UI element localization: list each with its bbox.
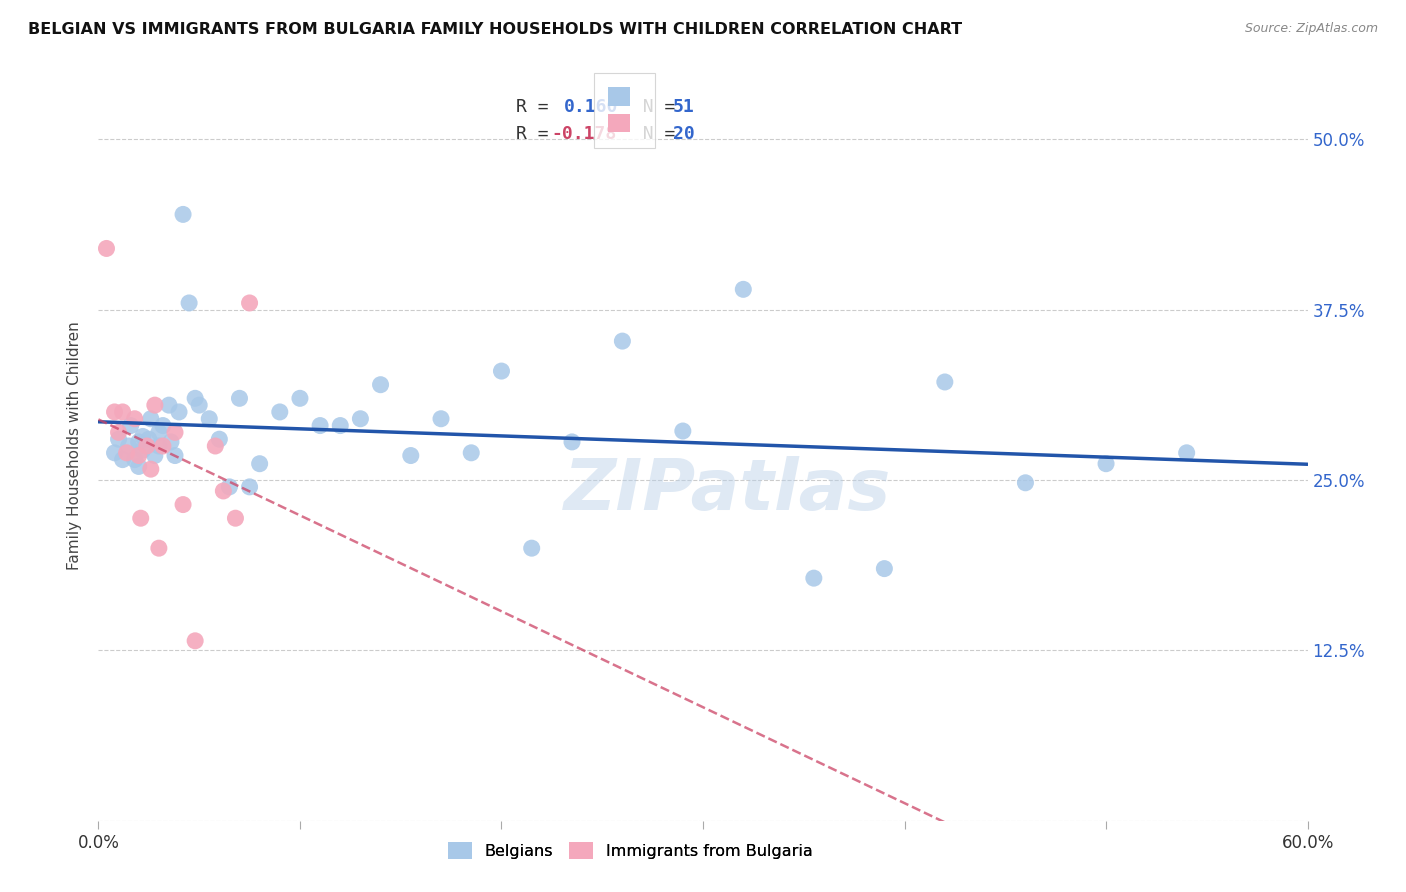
Point [128,449,150,463]
Point [148,439,170,453]
Text: Source: ZipAtlas.com: Source: ZipAtlas.com [1244,22,1378,36]
Point [249,457,271,471]
Point [239,480,262,494]
Point [111,405,134,419]
Point [135,439,157,453]
Point [96,242,118,256]
Point [672,424,695,438]
Point [208,432,231,446]
Point [329,418,352,433]
Text: 0.160: 0.160 [564,97,619,116]
Point [143,449,166,463]
Point [129,511,152,525]
Point [172,207,194,221]
Point [1175,446,1198,460]
Point [349,411,371,425]
Point [139,462,162,476]
Point [132,443,155,458]
Point [803,571,825,585]
Point [139,411,162,425]
Point [128,434,150,449]
Point [612,334,634,348]
Point [152,439,174,453]
Point [143,398,166,412]
Point [1095,457,1118,471]
Point [370,377,392,392]
Point [520,541,543,556]
Point [184,392,207,406]
Point [212,483,235,498]
Legend: Belgians, Immigrants from Bulgaria: Belgians, Immigrants from Bulgaria [441,836,820,865]
Point [124,452,146,467]
Point [167,405,190,419]
Point [934,375,956,389]
Point [224,511,246,525]
Point [103,405,125,419]
Point [152,418,174,433]
Text: N =: N = [621,125,697,144]
Point [163,425,186,440]
Point [160,434,183,449]
Point [733,282,755,296]
Text: N =: N = [621,97,697,116]
Point [163,449,186,463]
Point [128,459,150,474]
Point [218,480,240,494]
Point [873,561,896,575]
Y-axis label: Family Households with Children: Family Households with Children [67,322,83,570]
Point [288,392,311,406]
Point [107,425,129,440]
Point [1014,475,1036,490]
Point [198,411,221,425]
Point [561,434,583,449]
Point [204,439,226,453]
Point [124,411,146,425]
Point [120,418,142,433]
Point [239,296,262,310]
Point [148,541,170,556]
Point [172,498,194,512]
Point [107,432,129,446]
Point [228,392,250,406]
Text: 51: 51 [672,97,695,116]
Point [132,429,155,443]
Point [118,439,141,453]
Text: 20: 20 [672,125,695,144]
Text: BELGIAN VS IMMIGRANTS FROM BULGARIA FAMILY HOUSEHOLDS WITH CHILDREN CORRELATION : BELGIAN VS IMMIGRANTS FROM BULGARIA FAMI… [28,22,962,37]
Text: ZIPatlas: ZIPatlas [564,457,891,525]
Point [460,446,482,460]
Point [138,432,160,446]
Text: R =: R = [516,97,569,116]
Point [399,449,422,463]
Point [491,364,513,378]
Point [430,411,453,425]
Point [103,446,125,460]
Point [184,633,207,648]
Point [188,398,211,412]
Point [309,418,332,433]
Point [115,446,138,460]
Point [157,398,180,412]
Point [111,452,134,467]
Text: R =: R = [516,125,560,144]
Point [269,405,291,419]
Text: -0.178: -0.178 [551,125,617,144]
Point [148,425,170,440]
Point [179,296,201,310]
